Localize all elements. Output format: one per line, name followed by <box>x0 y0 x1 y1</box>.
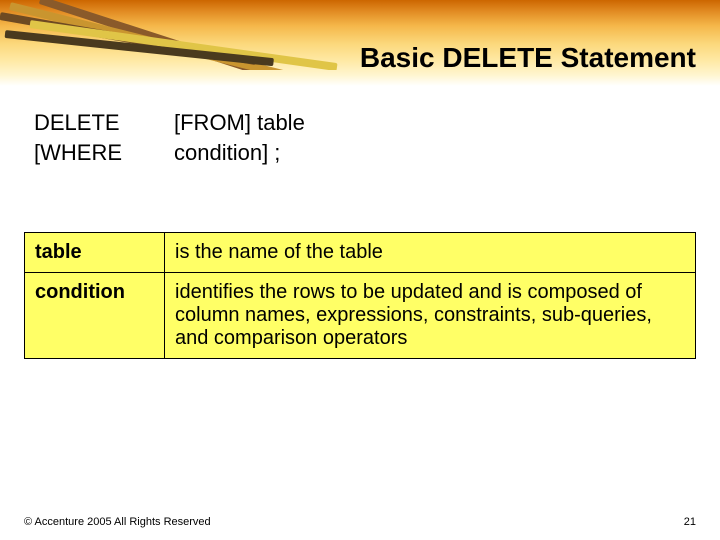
syntax-block: DELETE [FROM] table [WHERE condition] ; <box>34 110 305 166</box>
header-banner: Basic DELETE Statement <box>0 0 720 86</box>
copyright-footer: © Accenture 2005 All Rights Reserved <box>24 516 211 528</box>
definitions-table: table is the name of the table condition… <box>24 232 696 359</box>
def-desc: identifies the rows to be updated and is… <box>165 273 696 359</box>
def-term: table <box>25 233 165 273</box>
syntax-clause-from: [FROM] table <box>174 110 305 136</box>
def-desc: is the name of the table <box>165 233 696 273</box>
slide-title: Basic DELETE Statement <box>360 42 696 74</box>
table-row: table is the name of the table <box>25 233 696 273</box>
syntax-keyword-where: [WHERE <box>34 140 174 166</box>
table-row: condition identifies the rows to be upda… <box>25 273 696 359</box>
page-number: 21 <box>684 516 696 528</box>
def-term: condition <box>25 273 165 359</box>
syntax-keyword-delete: DELETE <box>34 110 174 136</box>
pencil-graphic <box>0 0 340 70</box>
syntax-clause-cond: condition] ; <box>174 140 305 166</box>
